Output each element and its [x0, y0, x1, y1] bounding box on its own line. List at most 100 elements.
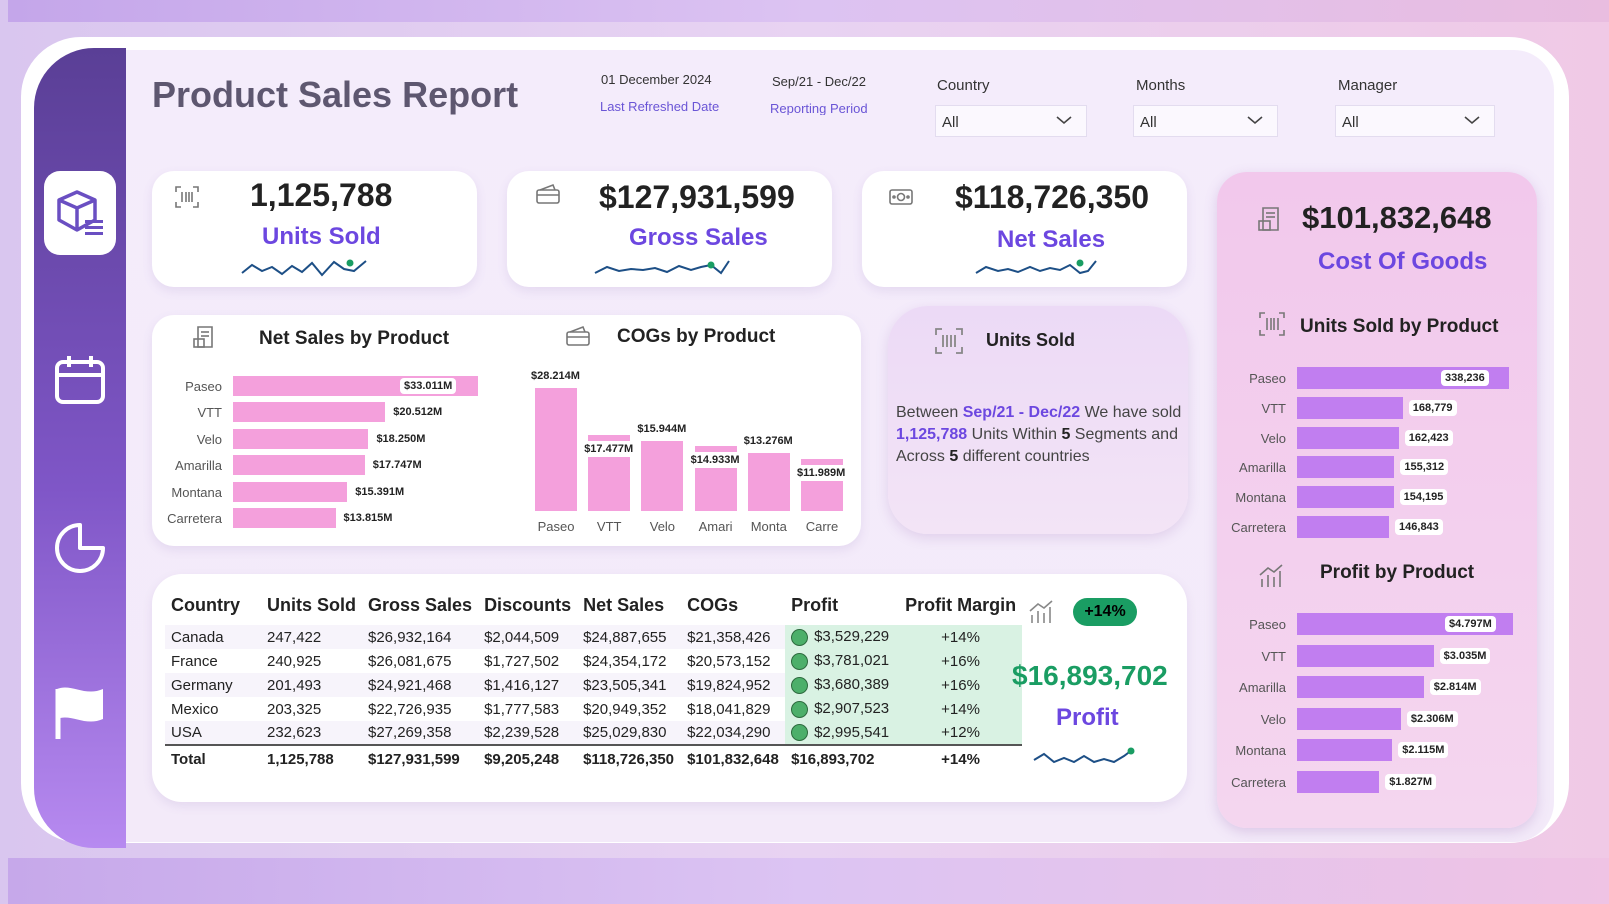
chevron-down-icon — [1464, 116, 1480, 125]
country-filter-label: Country — [937, 77, 990, 94]
nav-item-calendar[interactable] — [50, 352, 110, 408]
barcode-icon — [935, 328, 963, 354]
table-cell: 203,325 — [261, 697, 362, 721]
category-label: VTT — [1261, 648, 1286, 664]
nav-item-countries[interactable] — [50, 684, 110, 742]
table-cell: $24,354,172 — [577, 649, 681, 673]
table-cell: $27,269,358 — [362, 721, 479, 745]
summary-segments: 5 — [1061, 426, 1071, 443]
gross-sales-value: $127,931,599 — [599, 179, 795, 215]
package-list-icon — [57, 190, 103, 235]
table-cell: +12% — [899, 721, 1023, 745]
cell-value: Mexico — [171, 700, 219, 718]
bar — [1297, 456, 1395, 479]
data-label: $33.011M — [400, 378, 457, 394]
category-label: Paseo — [1249, 371, 1286, 386]
status-dot-icon — [791, 700, 809, 718]
units-sparkline — [241, 259, 367, 277]
data-label: $20.512M — [393, 406, 443, 419]
cell-value: $20,573,152 — [687, 652, 771, 670]
table-cell: $21,358,426 — [681, 625, 786, 649]
cell-value: $24,354,172 — [583, 652, 667, 670]
table-row: France 240,925 $26,081,675 $1,727,502 $24,35… — [165, 649, 1023, 673]
table-row: USA 232,623 $27,269,358 $2,239,528 $25,029,8… — [165, 721, 1023, 745]
cell-value: +12% — [941, 724, 980, 741]
units-summary-text: Between Sep/21 - Dec/22 We have sold 1,1… — [896, 402, 1188, 468]
table-cell: $24,921,468 — [362, 673, 479, 697]
months-filter-dropdown[interactable]: All — [1133, 105, 1278, 137]
growth-chart-icon — [1029, 600, 1053, 623]
table-cell: 201,493 — [261, 673, 362, 697]
profit-sparkline — [1033, 747, 1135, 764]
data-label: $4.797M — [1445, 616, 1496, 632]
cell-value: $3,781,021 — [814, 652, 890, 670]
country-filter-dropdown[interactable]: All — [935, 105, 1087, 137]
table-cell: $2,044,509 — [478, 625, 578, 649]
data-label: $13.276M — [739, 433, 797, 450]
table-cell: $24,887,655 — [577, 625, 682, 649]
table-cell: $3,529,229 — [785, 625, 900, 649]
category-label: Velo — [649, 519, 676, 534]
data-label: 146,843 — [1395, 519, 1443, 535]
cell-value: $22,034,290 — [687, 724, 771, 741]
months-filter-label: Months — [1136, 77, 1186, 94]
background-band-bottom — [8, 858, 1609, 904]
cell-value: $2,044,509 — [484, 628, 560, 646]
table-cell: $2,907,523 — [785, 697, 900, 721]
table-cell: $2,239,528 — [478, 721, 578, 745]
category-label: Amari — [698, 519, 733, 534]
growth-chart-icon — [1259, 564, 1283, 587]
page-title: Product Sales Report — [152, 74, 519, 115]
bar — [1297, 426, 1399, 449]
cell-value: 203,325 — [267, 700, 322, 718]
cell-value: $24,887,655 — [583, 628, 667, 646]
bar — [1297, 396, 1403, 419]
total-cell: +14% — [899, 744, 1023, 773]
category-label: Carretera — [1231, 775, 1286, 790]
units-sold-value: 1,125,788 — [250, 177, 393, 213]
category-label: Montana — [1235, 743, 1286, 759]
column-header: COGs — [687, 594, 739, 615]
category-label: Amarilla — [1239, 460, 1286, 476]
table-row: Mexico 203,325 $22,726,935 $1,777,583 $20,94… — [165, 697, 1023, 721]
bar — [233, 428, 369, 449]
cogs-chart-title: COGs by Product — [617, 326, 776, 347]
data-label: $11.989M — [793, 464, 850, 481]
summary-countries: 5 — [949, 448, 959, 465]
nav-item-analytics[interactable] — [50, 520, 110, 576]
bar — [1297, 676, 1424, 699]
table-cell: $2,995,541 — [785, 721, 900, 745]
table-cell: $26,081,675 — [362, 649, 478, 673]
table-cell: $1,727,502 — [478, 649, 577, 673]
pie-chart-icon — [55, 523, 105, 573]
months-filter-value: All — [1140, 114, 1157, 131]
table-cell: Canada — [165, 625, 261, 649]
bar — [233, 402, 386, 423]
manager-filter-dropdown[interactable]: All — [1335, 105, 1495, 137]
net-sales-label: Net Sales — [997, 226, 1106, 253]
nav-item-products[interactable] — [44, 171, 116, 255]
cell-value: $3,529,229 — [814, 628, 890, 646]
bar — [233, 455, 365, 476]
bar — [233, 481, 348, 502]
category-label: Velo — [1260, 711, 1286, 727]
data-label: $2.814M — [1429, 679, 1481, 696]
bar — [233, 508, 336, 528]
manager-filter-label: Manager — [1338, 77, 1398, 94]
net-sales-chart-title: Net Sales by Product — [259, 328, 450, 349]
cell-value: $26,081,675 — [368, 652, 452, 670]
cell-value: +14% — [941, 628, 980, 646]
data-label: $15.391M — [355, 485, 405, 498]
table-cell: +16% — [899, 649, 1023, 673]
cell-value: $18,041,829 — [687, 700, 771, 718]
gross-sales-label: Gross Sales — [629, 224, 768, 251]
table-cell: $22,034,290 — [681, 721, 786, 745]
category-label: VTT — [596, 519, 622, 534]
table-cell: Mexico — [165, 697, 261, 721]
category-label: Montana — [1235, 490, 1286, 506]
barcode-icon — [175, 186, 199, 208]
background-band-top — [8, 0, 1609, 22]
cogs-value: $101,832,648 — [1302, 200, 1492, 235]
cell-value: +16% — [941, 676, 980, 694]
summary-text-part: Units Within — [967, 426, 1062, 443]
